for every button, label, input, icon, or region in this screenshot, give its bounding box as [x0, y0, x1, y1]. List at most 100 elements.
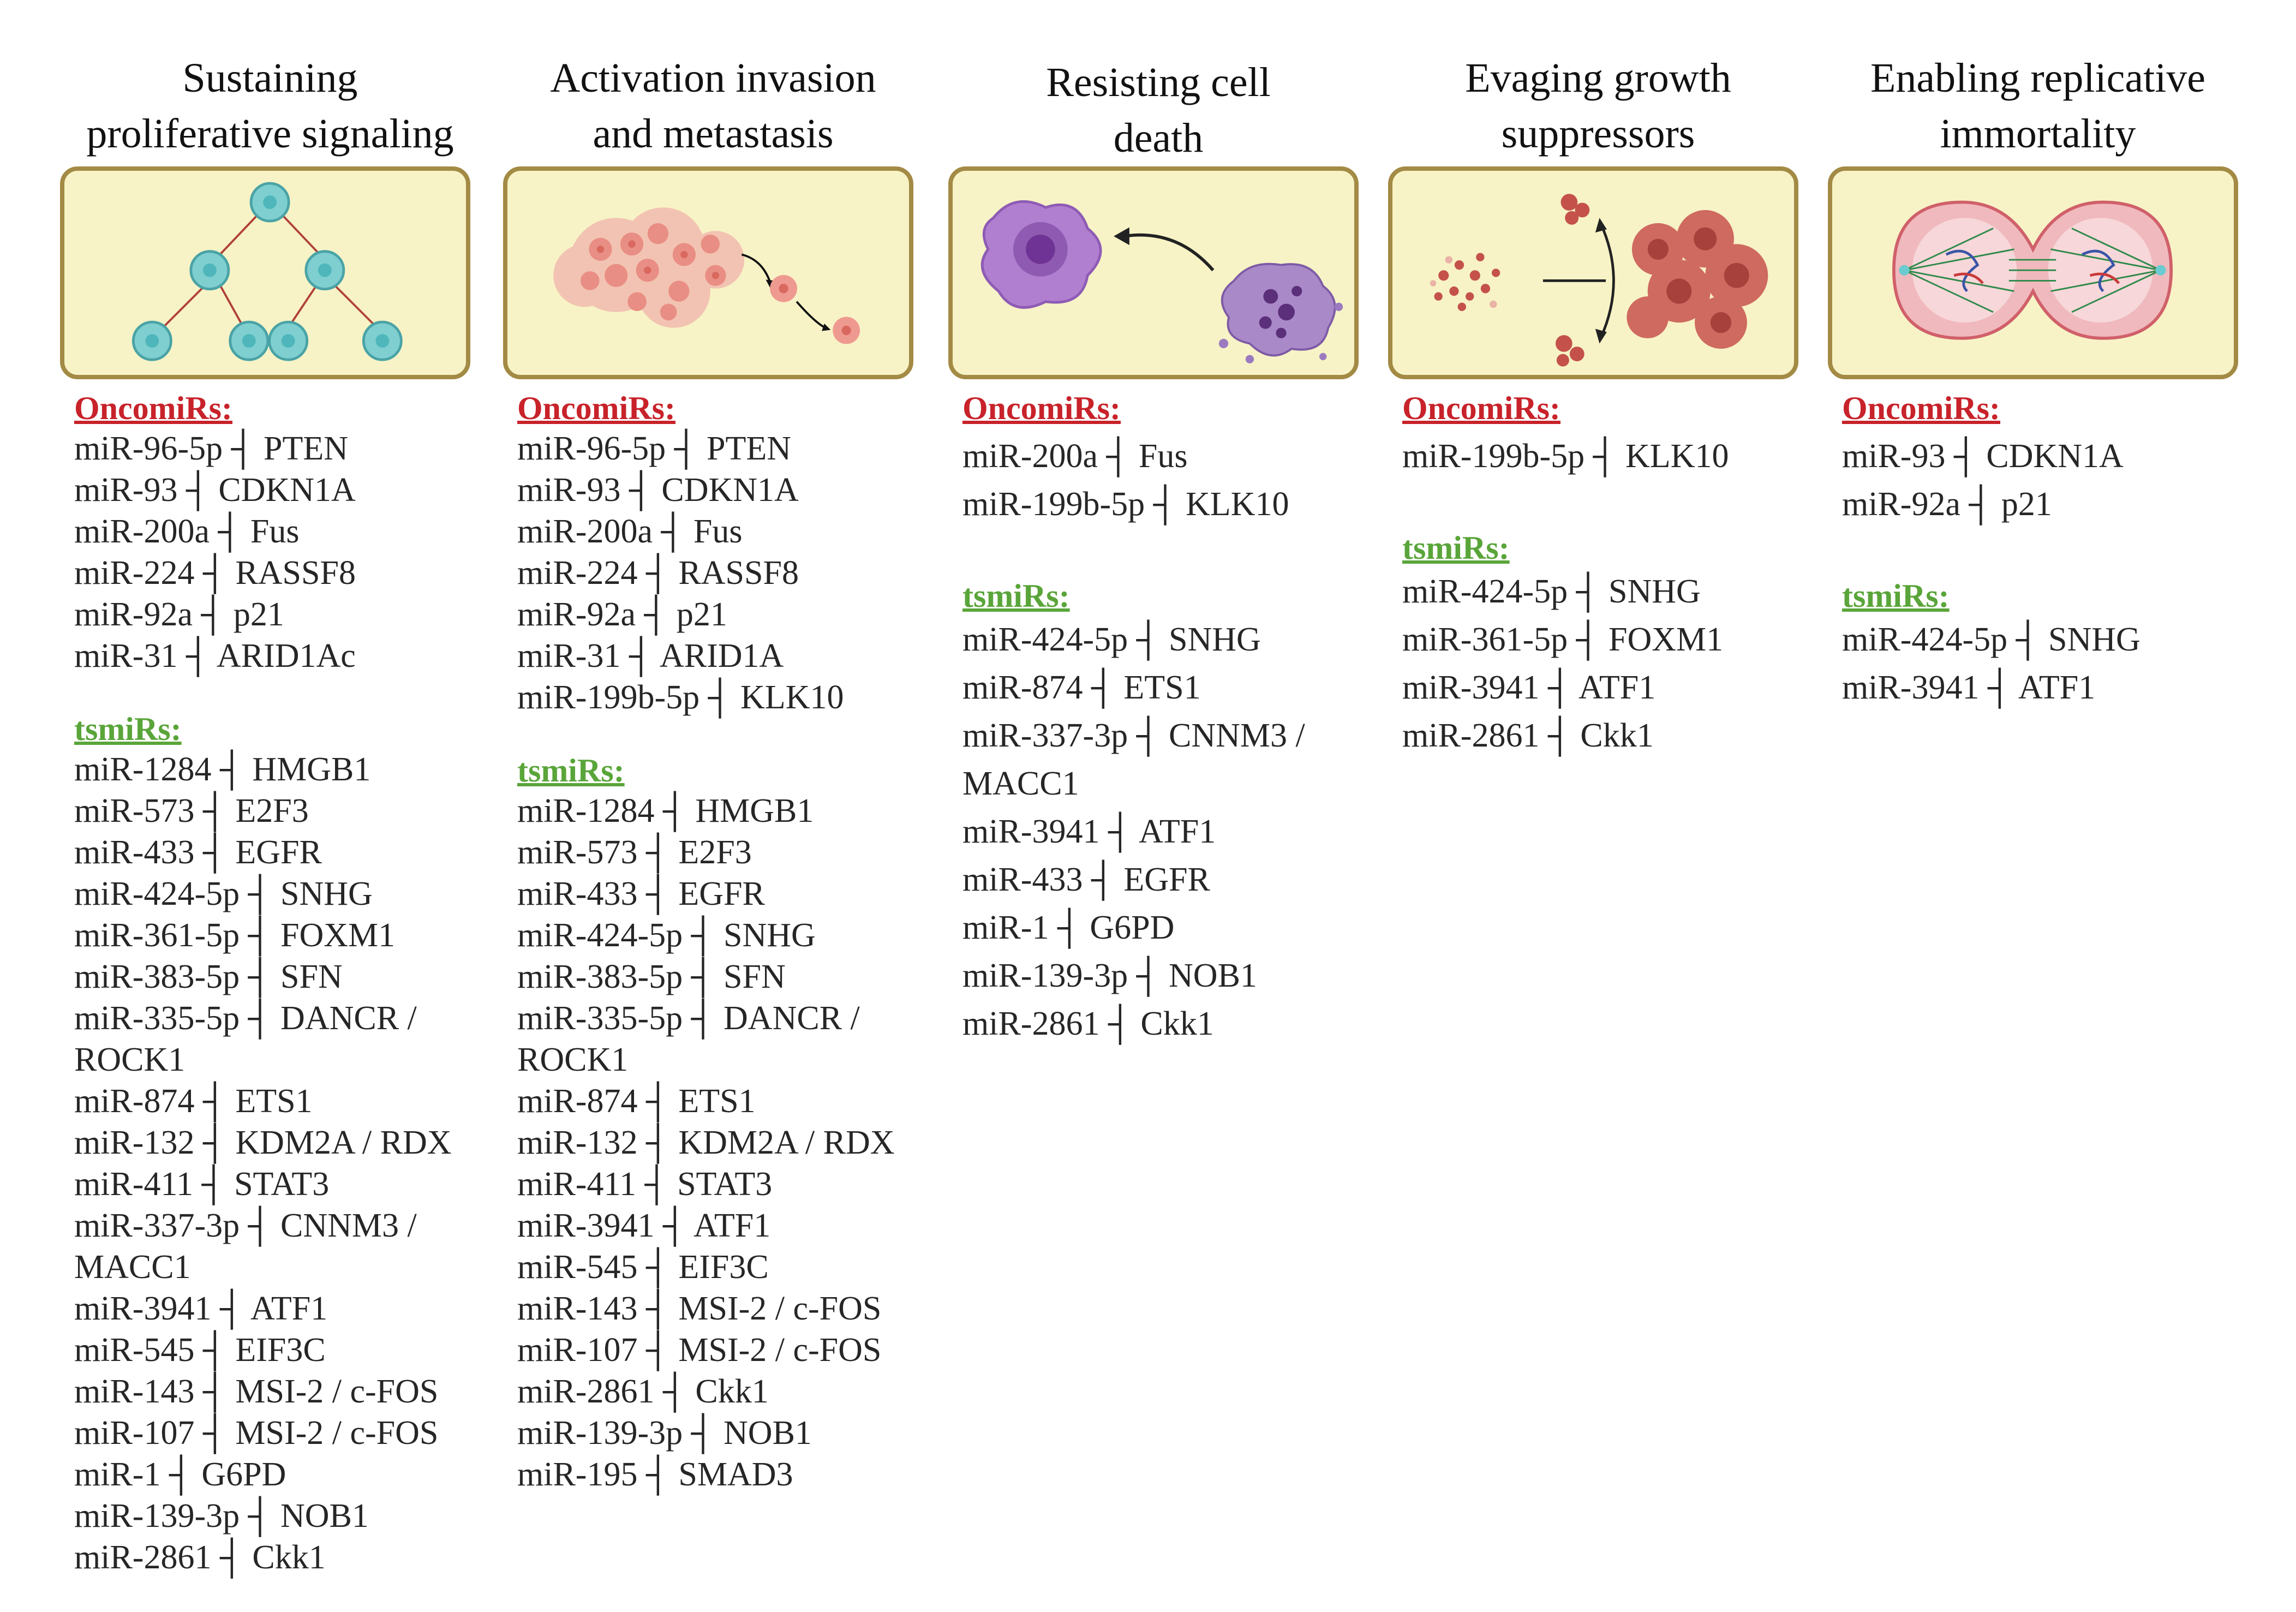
- list-item: miR-337-3p ┤ CNNM3 /: [74, 1207, 417, 1244]
- column-replicative-immortality: Enabling replicative immortality: [1822, 0, 2253, 1612]
- column-title: Activation invasion and metastasis: [481, 50, 945, 170]
- oncomirs-heading: OncomiRs:: [962, 390, 1121, 426]
- list-item: miR-92a ┤ p21: [517, 596, 727, 633]
- list-item: miR-2861 ┤ Ckk1: [962, 1005, 1214, 1042]
- tsmirs-heading: tsmiRs:: [517, 753, 625, 789]
- list-item: miR-96-5p ┤ PTEN: [517, 430, 792, 467]
- list-item: miR-132 ┤ KDM2A / RDX: [74, 1124, 452, 1161]
- title-line-2: and metastasis: [593, 111, 834, 157]
- oncomirs-heading: OncomiRs:: [74, 390, 232, 426]
- list-item: miR-337-3p ┤ CNNM3 /: [962, 717, 1305, 754]
- list-item: miR-143 ┤ MSI-2 / c-FOS: [517, 1290, 882, 1327]
- list-item: miR-107 ┤ MSI-2 / c-FOS: [517, 1332, 882, 1369]
- tsmirs-heading: tsmiRs:: [1402, 530, 1510, 566]
- list-item: miR-139-3p ┤ NOB1: [962, 957, 1257, 994]
- column-title: Resisting cell death: [926, 55, 1390, 175]
- list-item: miR-92a ┤ p21: [74, 596, 284, 633]
- tsmirs-list: miR-1284 ┤ HMGB1 miR-573 ┤ E2F3 miR-433 …: [517, 790, 932, 1495]
- tsmirs-list: miR-1284 ┤ HMGB1 miR-573 ┤ E2F3 miR-433 …: [74, 749, 489, 1578]
- list-item: miR-3941 ┤ ATF1: [1402, 669, 1656, 706]
- list-item: miR-200a ┤ Fus: [517, 513, 743, 550]
- list-item: miR-335-5p ┤ DANCR /: [74, 1000, 417, 1037]
- cell-division-illustration: [60, 166, 470, 379]
- list-item: miR-224 ┤ RASSF8: [517, 554, 799, 592]
- oncomirs-list: miR-96-5p ┤ PTEN miR-93 ┤ CDKN1A miR-200…: [74, 428, 489, 677]
- list-item: miR-411 ┤ STAT3: [517, 1166, 773, 1203]
- list-item: miR-1284 ┤ HMGB1: [517, 792, 814, 829]
- list-item: miR-96-5p ┤ PTEN: [74, 430, 349, 467]
- tsmirs-heading: tsmiRs:: [1842, 578, 1950, 614]
- oncomirs-list: miR-96-5p ┤ PTEN miR-93 ┤ CDKN1A miR-200…: [517, 428, 932, 718]
- list-item: miR-1 ┤ G6PD: [74, 1456, 286, 1493]
- list-item: miR-874 ┤ ETS1: [74, 1083, 313, 1120]
- list-item: miR-195 ┤ SMAD3: [517, 1456, 793, 1493]
- list-item: miR-199b-5p ┤ KLK10: [962, 486, 1289, 523]
- mitosis-illustration: [1828, 166, 2238, 379]
- apoptosis-icon: [980, 200, 1343, 363]
- mirna-lists: OncomiRs: miR-93 ┤ CDKN1A miR-92a ┤ p21 …: [1842, 389, 2257, 712]
- list-item: miR-361-5p ┤ FOXM1: [1402, 621, 1724, 658]
- oncomirs-list: miR-93 ┤ CDKN1A miR-92a ┤ p21: [1842, 432, 2257, 528]
- list-item: miR-1 ┤ G6PD: [962, 909, 1175, 946]
- mirna-lists: OncomiRs: miR-96-5p ┤ PTEN miR-93 ┤ CDKN…: [74, 389, 489, 1578]
- list-item: miR-93 ┤ CDKN1A: [74, 471, 356, 509]
- list-item: miR-31 ┤ ARID1Ac: [74, 637, 356, 674]
- tsmirs-list: miR-424-5p ┤ SNHG miR-3941 ┤ ATF1: [1842, 616, 2257, 712]
- list-item: miR-1284 ┤ HMGB1: [74, 751, 371, 788]
- apoptosis-illustration: [948, 166, 1359, 379]
- column-title: Evaging growth suppressors: [1366, 50, 1830, 170]
- title-line-1: Sustaining: [182, 55, 358, 101]
- list-item: miR-132 ┤ KDM2A / RDX: [517, 1124, 895, 1161]
- list-item: miR-424-5p ┤ SNHG: [1842, 621, 2140, 658]
- list-item: miR-2861 ┤ Ckk1: [1402, 717, 1654, 754]
- list-item: miR-93 ┤ CDKN1A: [517, 471, 799, 509]
- tsmirs-heading: tsmiRs:: [74, 711, 182, 747]
- list-item: miR-200a ┤ Fus: [74, 513, 300, 550]
- list-item: miR-199b-5p ┤ KLK10: [517, 679, 844, 716]
- mirna-lists: OncomiRs: miR-200a ┤ Fus miR-199b-5p ┤ K…: [962, 389, 1377, 1048]
- list-item: ROCK1: [517, 1041, 629, 1078]
- tsmirs-heading: tsmiRs:: [962, 578, 1070, 614]
- title-line-2: death: [1113, 115, 1204, 161]
- list-item: miR-411 ┤ STAT3: [74, 1166, 330, 1203]
- tumor-spread-icon: [553, 207, 860, 344]
- list-item: miR-3941 ┤ ATF1: [962, 813, 1216, 850]
- list-item: miR-200a ┤ Fus: [962, 438, 1188, 475]
- oncomirs-heading: OncomiRs:: [517, 390, 675, 426]
- tumor-spread-illustration: [503, 166, 913, 379]
- title-line-2: immortality: [1940, 111, 2136, 157]
- oncomirs-heading: OncomiRs:: [1402, 390, 1560, 426]
- list-item: miR-424-5p ┤ SNHG: [517, 917, 816, 954]
- column-proliferative-signaling: Sustaining proliferative signaling: [55, 0, 486, 1612]
- title-line-2: suppressors: [1501, 111, 1695, 157]
- list-item: miR-424-5p ┤ SNHG: [962, 621, 1261, 658]
- mirna-lists: OncomiRs: miR-199b-5p ┤ KLK10 tsmiRs: mi…: [1402, 389, 1817, 760]
- list-item: miR-383-5p ┤ SFN: [517, 958, 786, 995]
- title-line-1: Evaging growth: [1465, 55, 1731, 101]
- list-item: miR-3941 ┤ ATF1: [1842, 669, 2096, 706]
- list-item: miR-545 ┤ EIF3C: [517, 1249, 769, 1286]
- list-item: miR-139-3p ┤ NOB1: [74, 1497, 369, 1535]
- list-item: miR-573 ┤ E2F3: [74, 792, 309, 829]
- tsmirs-list: miR-424-5p ┤ SNHG miR-874 ┤ ETS1 miR-337…: [962, 616, 1377, 1048]
- list-item: miR-545 ┤ EIF3C: [74, 1332, 326, 1369]
- growth-suppressor-icon: [1430, 194, 1768, 367]
- mitosis-icon: [1892, 200, 2173, 340]
- list-item: miR-224 ┤ RASSF8: [74, 554, 356, 592]
- growth-suppressor-illustration: [1388, 166, 1798, 379]
- list-item: miR-433 ┤ EGFR: [962, 861, 1210, 898]
- list-item: miR-3941 ┤ ATF1: [74, 1290, 328, 1327]
- list-item: miR-424-5p ┤ SNHG: [74, 875, 373, 912]
- title-line-1: Resisting cell: [1046, 59, 1271, 105]
- list-item: MACC1: [74, 1249, 191, 1286]
- list-item: miR-92a ┤ p21: [1842, 486, 2052, 523]
- list-item: miR-335-5p ┤ DANCR /: [517, 1000, 860, 1037]
- list-item: ROCK1: [74, 1041, 186, 1078]
- title-line-1: Activation invasion: [550, 55, 876, 101]
- list-item: miR-2861 ┤ Ckk1: [74, 1539, 326, 1576]
- cell-division-icon: [131, 182, 403, 361]
- list-item: miR-3941 ┤ ATF1: [517, 1207, 771, 1244]
- list-item: miR-93 ┤ CDKN1A: [1842, 438, 2124, 475]
- list-item: miR-874 ┤ ETS1: [517, 1083, 756, 1120]
- list-item: miR-433 ┤ EGFR: [74, 834, 322, 871]
